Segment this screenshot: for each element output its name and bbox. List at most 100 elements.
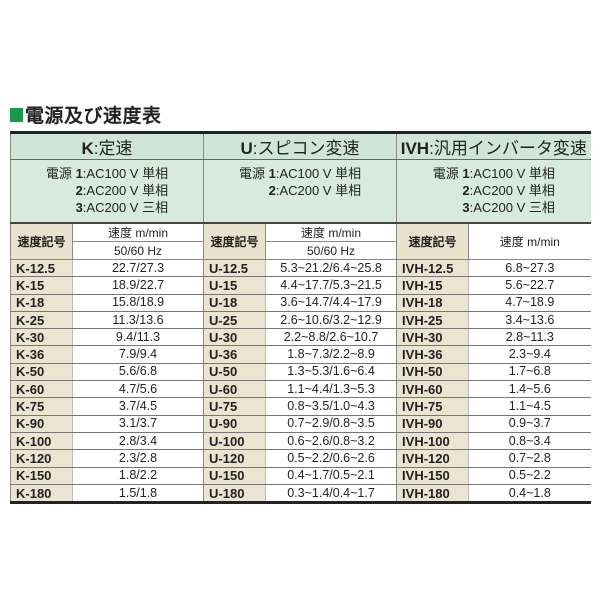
power-number: 3 xyxy=(462,200,470,215)
speed-code: K-50 xyxy=(10,363,73,382)
speed-value: 18.9/22.7 xyxy=(71,276,204,295)
speed-code: U-18 xyxy=(203,294,266,312)
speed-code: IVH-180 xyxy=(396,484,469,505)
speed-value: 11.3/13.6 xyxy=(71,311,204,330)
power-spec: AC100 V 単相 xyxy=(279,166,362,181)
speed-value: 15.8/18.9 xyxy=(71,294,204,312)
speed-value: 3.1/3.7 xyxy=(71,415,204,433)
speed-value: 4.7/5.6 xyxy=(71,380,204,399)
power-spec: AC200 V 単相 xyxy=(86,183,169,198)
power-option: 電源 1:AC100 V 単相 xyxy=(238,166,362,181)
table-row: K-60 4.7/5.6 U-60 1.1~4.4/1.3~5.3 IVH-60 1.4~… xyxy=(10,380,591,399)
speed-code: U-36 xyxy=(203,345,266,364)
table-row: K-30 9.4/11.3 U-30 2.2~8.8/2.6~10.7 IVH-30 2.… xyxy=(10,328,591,347)
power-option: 電源 1:AC100 V 単相 xyxy=(45,166,169,181)
speed-value: 0.5~2.2 xyxy=(468,467,591,485)
colon: : xyxy=(252,139,258,158)
speed-value: 2.6~10.6/3.2~12.9 xyxy=(265,311,397,330)
speed-code: IVH-15 xyxy=(396,276,469,295)
speed-value: 22.7/27.3 xyxy=(71,259,204,278)
speed-code: IVH-36 xyxy=(396,345,469,364)
speed-code: K-120 xyxy=(10,449,73,468)
speed-code: U-15 xyxy=(203,276,266,295)
speed-code: K-15 xyxy=(10,276,73,295)
group-code: K xyxy=(81,139,94,158)
speed-value: 0.9~3.7 xyxy=(468,415,591,433)
group-code: IVH xyxy=(400,139,430,158)
speed-code: K-150 xyxy=(10,467,73,485)
speed-code: IVH-150 xyxy=(396,467,469,485)
power-supply-cell: 電源 1:AC100 V 単相 2:AC200 V 単相 xyxy=(203,159,397,224)
table-row: K-75 3.7/4.5 U-75 0.8~3.5/1.0~4.3 IVH-75 1.1~… xyxy=(10,397,591,416)
table-row: K-36 7.9/9.4 U-36 1.8~7.3/2.2~8.9 IVH-36 2.3~… xyxy=(10,345,591,364)
power-supply-cell: 電源 1:AC100 V 単相 2:AC200 V 単相 3:AC200 V 三相 xyxy=(396,159,591,224)
group-name: 汎用インバータ変速 xyxy=(433,139,587,158)
table-row: K-150 1.8/2.2 U-150 0.4~1.7/0.5~2.1 IVH-150 0… xyxy=(10,467,591,485)
speed-value: 1.8/2.2 xyxy=(71,467,204,485)
speed-code: IVH-90 xyxy=(396,415,469,433)
speed-code: U-90 xyxy=(203,415,266,433)
table-row: K-50 5.6/6.8 U-50 1.3~5.3/1.6~6.4 IVH-50 1.7~… xyxy=(10,363,591,382)
speed-code: IVH-12.5 xyxy=(396,259,469,278)
section-title: 電源及び速度表 xyxy=(10,101,162,128)
power-label: 電源 xyxy=(432,166,463,181)
power-speed-table: K:定速 U:スピコン変速 IVH:汎用インバータ変速 電源 1:AC100 V 単相… xyxy=(9,131,591,505)
table-row: K-180 1.5/1.8 U-180 0.3~1.4/0.4~1.7 IVH-180 0… xyxy=(10,484,591,505)
speed-code-header: 速度記号 xyxy=(203,223,266,260)
speed-value: 5.6~22.7 xyxy=(468,276,591,295)
power-option: 3:AC200 V 三相 xyxy=(462,200,555,215)
group-header: IVH:汎用インバータ変速 xyxy=(396,131,591,160)
power-label: 電源 xyxy=(238,166,269,181)
speed-code: U-12.5 xyxy=(203,259,266,278)
speed-value: 1.7~6.8 xyxy=(468,363,591,382)
speed-code: IVH-18 xyxy=(396,294,469,312)
speed-value: 1.1~4.5 xyxy=(468,397,591,416)
colon: : xyxy=(429,139,434,158)
power-supply-cell: 電源 1:AC100 V 単相 2:AC200 V 単相 3:AC200 V 三相 xyxy=(9,159,204,224)
speed-value: 0.7~2.8 xyxy=(468,449,591,468)
speed-code: U-100 xyxy=(203,432,266,451)
speed-value: 0.4~1.7/0.5~2.1 xyxy=(265,467,397,485)
group-name: 定速 xyxy=(98,139,133,158)
power-option: 2:AC200 V 単相 xyxy=(75,183,169,198)
speed-code: K-36 xyxy=(10,345,73,364)
speed-value: 2.3~9.4 xyxy=(468,345,591,364)
speed-code: K-90 xyxy=(10,415,73,433)
speed-value: 4.7~18.9 xyxy=(468,294,591,312)
speed-code: IVH-50 xyxy=(396,363,469,382)
speed-code: U-150 xyxy=(203,467,266,485)
group-header: U:スピコン変速 xyxy=(203,131,397,160)
speed-value: 4.4~17.7/5.3~21.5 xyxy=(265,276,397,295)
table-row: K-25 11.3/13.6 U-25 2.6~10.6/3.2~12.9 IVH-25… xyxy=(10,311,591,330)
speed-code: U-60 xyxy=(203,380,266,399)
power-number: 2 xyxy=(268,183,276,198)
speed-header: 速度 m/min xyxy=(265,223,397,242)
speed-value: 0.5~2.2/0.6~2.6 xyxy=(265,449,397,468)
colon: : xyxy=(93,139,99,158)
power-number: 1 xyxy=(462,166,470,181)
speed-code: K-25 xyxy=(10,311,73,330)
speed-code: U-25 xyxy=(203,311,266,330)
speed-code: K-12.5 xyxy=(10,259,73,278)
power-number: 2 xyxy=(75,183,83,198)
speed-value: 5.3~21.2/6.4~25.8 xyxy=(265,259,397,278)
power-number: 2 xyxy=(462,183,470,198)
power-option: 電源 1:AC100 V 単相 xyxy=(432,166,555,181)
table-row: K-100 2.8/3.4 U-100 0.6~2.6/0.8~3.2 IVH-100 0… xyxy=(10,432,591,451)
table-row: K-12.5 22.7/27.3 U-12.5 5.3~21.2/6.4~25.8 IV… xyxy=(10,259,591,278)
speed-code: U-50 xyxy=(203,363,266,382)
speed-value: 0.3~1.4/0.4~1.7 xyxy=(265,484,397,505)
title-text: 電源及び速度表 xyxy=(25,106,162,127)
power-option: 2:AC200 V 単相 xyxy=(462,183,555,198)
power-row: 電源 1:AC100 V 単相 2:AC200 V 単相 3:AC200 V 三相電… xyxy=(9,159,591,224)
speed-code-header: 速度記号 xyxy=(10,223,73,260)
speed-value: 0.4~1.8 xyxy=(468,484,591,505)
power-number: 3 xyxy=(75,200,83,215)
green-square-icon xyxy=(10,107,23,122)
speed-code: K-180 xyxy=(10,484,73,505)
speed-value: 1.4~5.6 xyxy=(468,380,591,399)
group-header: K:定速 xyxy=(9,131,204,160)
power-spec: AC200 V 単相 xyxy=(279,183,362,198)
speed-code: IVH-25 xyxy=(396,311,469,330)
frequency-header: 50/60 Hz xyxy=(71,241,204,260)
